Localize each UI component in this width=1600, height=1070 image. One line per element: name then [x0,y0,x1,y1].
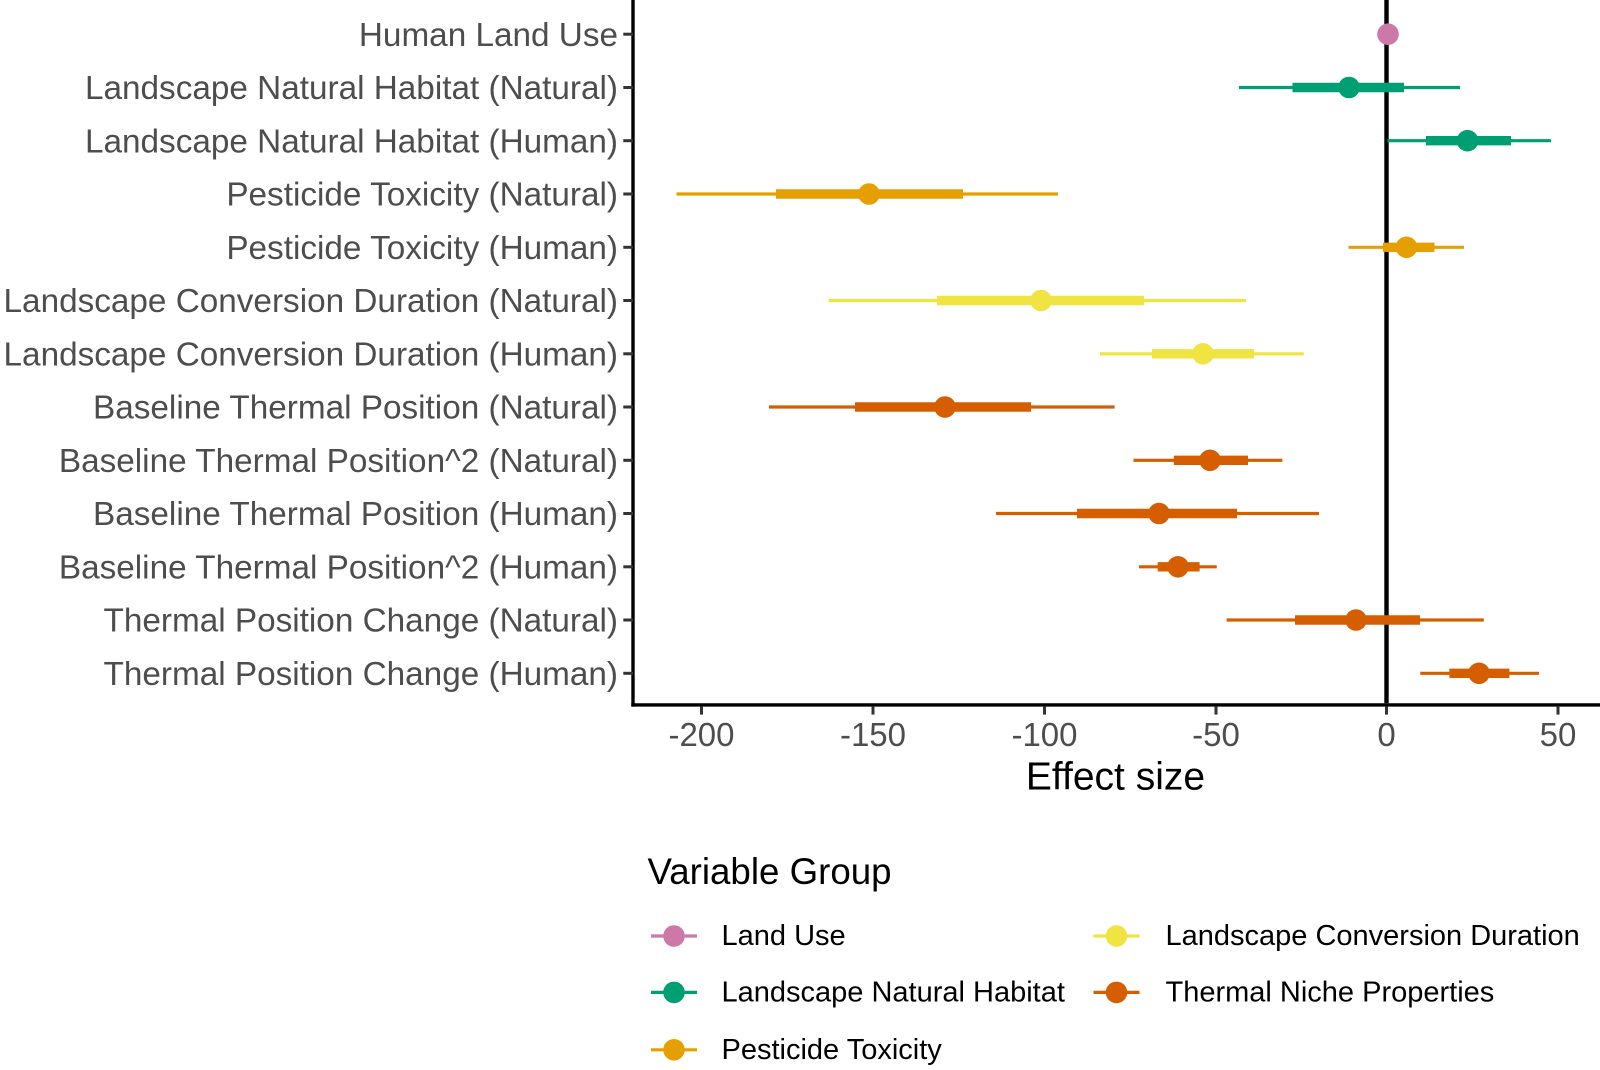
svg-text:Pesticide Toxicity (Natural): Pesticide Toxicity (Natural) [226,177,618,214]
svg-text:Thermal Position Change (Human: Thermal Position Change (Human) [104,656,618,693]
svg-text:Baseline Thermal Position^2 (H: Baseline Thermal Position^2 (Human) [59,549,618,586]
svg-text:Land Use: Land Use [722,920,846,952]
svg-text:50: 50 [1540,716,1577,753]
svg-text:Baseline Thermal Position^2 (N: Baseline Thermal Position^2 (Natural) [59,443,618,480]
svg-text:Variable Group: Variable Group [648,851,892,892]
svg-text:Effect size: Effect size [1026,756,1205,799]
svg-text:-150: -150 [840,716,906,753]
svg-text:Landscape Conversion Duration: Landscape Conversion Duration (Human) [4,336,618,373]
svg-text:Landscape Conversion Duration: Landscape Conversion Duration [1166,920,1580,952]
svg-text:Landscape Natural Habitat (Hum: Landscape Natural Habitat (Human) [85,123,618,160]
svg-text:Pesticide Toxicity: Pesticide Toxicity [722,1034,943,1066]
svg-text:-50: -50 [1192,716,1240,753]
svg-text:Landscape Natural Habitat (Nat: Landscape Natural Habitat (Natural) [85,70,618,107]
svg-text:Landscape Natural Habitat: Landscape Natural Habitat [722,976,1065,1008]
svg-text:Thermal Niche Properties: Thermal Niche Properties [1166,976,1495,1008]
svg-text:Landscape Conversion Duration: Landscape Conversion Duration (Natural) [4,283,618,320]
svg-text:0: 0 [1377,716,1395,753]
svg-text:Human Land Use: Human Land Use [359,17,618,54]
svg-text:Baseline Thermal Position (Nat: Baseline Thermal Position (Natural) [93,390,618,427]
svg-text:-200: -200 [668,716,734,753]
svg-text:-100: -100 [1011,716,1077,753]
svg-text:Pesticide Toxicity (Human): Pesticide Toxicity (Human) [226,230,618,267]
svg-text:Baseline Thermal Position (Hum: Baseline Thermal Position (Human) [93,496,618,533]
svg-text:Thermal Position Change (Natur: Thermal Position Change (Natural) [104,603,618,640]
